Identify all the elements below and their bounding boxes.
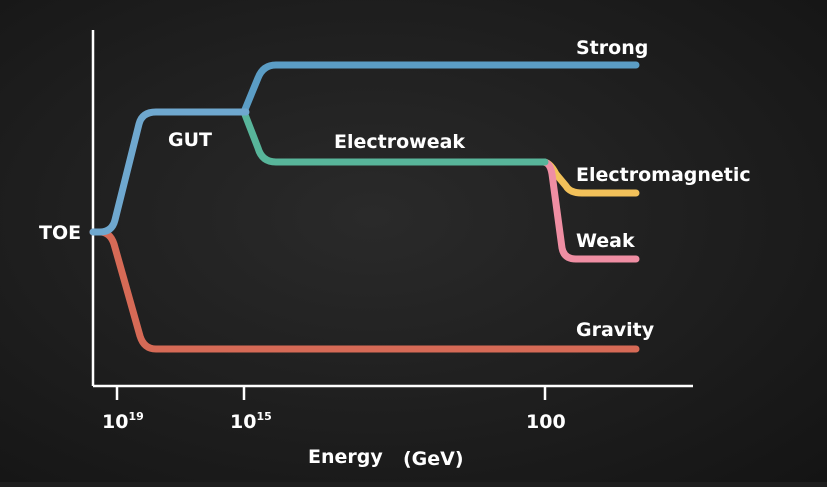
weak-label: Weak [576,230,635,252]
x-tick-label-2-base: 10 [230,411,256,433]
x-axis-unit: (GeV) [403,448,464,470]
x-tick-label-1-base: 10 [102,411,128,433]
gut-label: GUT [168,129,212,151]
gravity-line [89,228,640,353]
strong-line [240,61,640,116]
x-tick-label-2-exponent: 15 [256,410,271,423]
toe-label: TOE [39,222,81,244]
electroweak-line [240,108,549,166]
electroweak-label: Electroweak [334,131,465,153]
gravity-label: Gravity [576,319,655,341]
toe-gut-line [89,108,250,236]
x-tick-label-1-exponent: 19 [128,410,143,423]
x-axis-title: Energy [308,446,383,468]
x-tick-label-3: 100 [526,411,566,433]
strong-label: Strong [576,37,648,59]
x-tick-label-2: 1015 [230,410,272,433]
electromagnetic-label: Electromagnetic [576,164,751,186]
x-tick-label-1: 1019 [102,410,144,433]
